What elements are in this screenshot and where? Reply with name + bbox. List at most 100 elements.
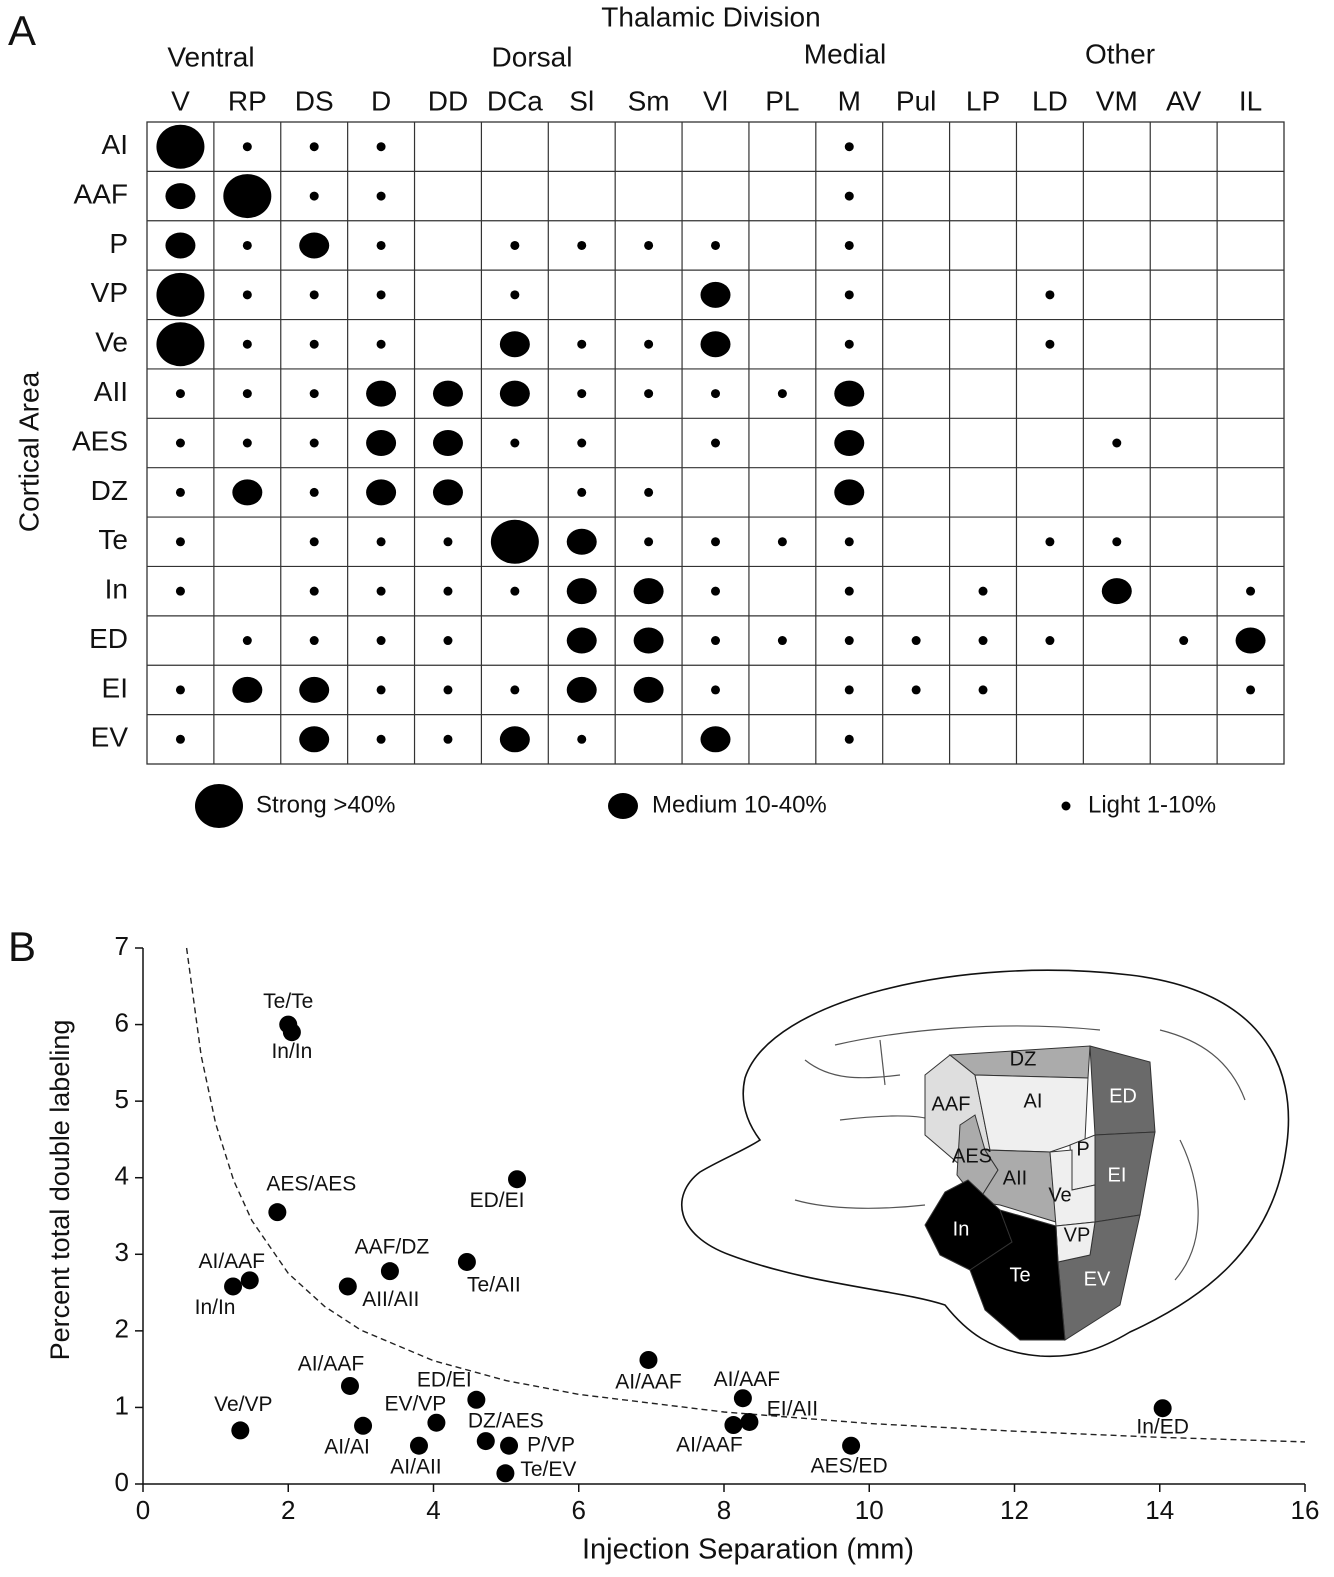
data-point bbox=[381, 1262, 399, 1280]
bubble bbox=[845, 685, 854, 694]
point-label: In/In bbox=[195, 1296, 236, 1319]
bubble bbox=[979, 685, 988, 694]
bubble bbox=[711, 389, 720, 398]
data-point bbox=[842, 1437, 860, 1455]
bubble bbox=[778, 537, 787, 546]
data-point bbox=[1154, 1399, 1172, 1417]
bubble bbox=[310, 340, 319, 349]
bubble bbox=[377, 290, 386, 299]
bubble bbox=[567, 628, 597, 654]
title: Thalamic Division bbox=[601, 1, 820, 32]
bubble bbox=[443, 735, 452, 744]
point-label: AI/AAF bbox=[298, 1353, 365, 1376]
data-point bbox=[231, 1421, 249, 1439]
bubble bbox=[979, 636, 988, 645]
group-label: Dorsal bbox=[492, 41, 573, 72]
bubble bbox=[979, 587, 988, 596]
bubble bbox=[310, 439, 319, 448]
bubble bbox=[644, 537, 653, 546]
bubble bbox=[491, 520, 539, 564]
bubble bbox=[176, 587, 185, 596]
x-tick-label: 6 bbox=[572, 1495, 586, 1525]
x-tick-label: 14 bbox=[1145, 1495, 1174, 1525]
column-label: Pul bbox=[896, 85, 936, 116]
bubble bbox=[644, 241, 653, 250]
point-label: Ve/VP bbox=[214, 1393, 272, 1416]
x-tick-label: 10 bbox=[855, 1495, 884, 1525]
row-label: ED bbox=[89, 623, 128, 654]
bubble bbox=[634, 628, 664, 654]
point-label: DZ/AES bbox=[468, 1410, 544, 1433]
row-label: P bbox=[109, 228, 128, 259]
figure: DZAAFAIEDPAESAIIEIVeInVPTeEV AThalamic D… bbox=[0, 0, 1334, 1572]
bubble bbox=[510, 587, 519, 596]
data-point bbox=[427, 1414, 445, 1432]
x-tick-label: 16 bbox=[1291, 1495, 1320, 1525]
bubble bbox=[634, 578, 664, 604]
bubble bbox=[1236, 628, 1266, 654]
bubble bbox=[1045, 340, 1054, 349]
data-point bbox=[496, 1464, 514, 1482]
bubble bbox=[634, 677, 664, 703]
y-tick-label: 6 bbox=[115, 1007, 129, 1037]
bubble bbox=[176, 439, 185, 448]
column-label: Vl bbox=[703, 85, 728, 116]
row-label: Te bbox=[98, 524, 128, 555]
point-label: Te/Te bbox=[263, 990, 313, 1013]
bubble bbox=[510, 439, 519, 448]
region-label: Ve bbox=[1048, 1184, 1071, 1206]
bubble bbox=[377, 587, 386, 596]
legend-swatch bbox=[608, 793, 638, 819]
bubble bbox=[232, 479, 262, 505]
bubble bbox=[510, 685, 519, 694]
bubble bbox=[243, 340, 252, 349]
data-point bbox=[740, 1413, 758, 1431]
bubble bbox=[443, 587, 452, 596]
bubble bbox=[711, 241, 720, 250]
bubble bbox=[711, 587, 720, 596]
bubble bbox=[310, 537, 319, 546]
bubble bbox=[834, 430, 864, 456]
region-label: EV bbox=[1084, 1268, 1111, 1290]
bubble bbox=[243, 142, 252, 151]
data-point bbox=[467, 1391, 485, 1409]
axis-label: Cortical Area bbox=[13, 371, 44, 532]
bubble bbox=[176, 389, 185, 398]
region-label: In bbox=[953, 1218, 970, 1240]
point-label: P/VP bbox=[527, 1433, 575, 1456]
legend-swatch bbox=[1062, 802, 1071, 811]
data-point bbox=[508, 1170, 526, 1188]
bubble bbox=[500, 331, 530, 357]
row-label: AII bbox=[94, 376, 128, 407]
row-label: In bbox=[105, 574, 128, 605]
column-label: M bbox=[838, 85, 861, 116]
bubble bbox=[577, 735, 586, 744]
data-point bbox=[341, 1377, 359, 1395]
panel-letter: A bbox=[8, 7, 36, 54]
group-label: Other bbox=[1085, 38, 1155, 69]
bubble bbox=[165, 183, 195, 209]
bubble bbox=[778, 636, 787, 645]
bubble bbox=[711, 439, 720, 448]
point-label: AES/ED bbox=[811, 1454, 888, 1477]
y-tick-label: 5 bbox=[115, 1084, 129, 1114]
bubble bbox=[366, 430, 396, 456]
point-label: AI/AI bbox=[324, 1435, 370, 1458]
data-point bbox=[639, 1351, 657, 1369]
bubble bbox=[701, 331, 731, 357]
bubble bbox=[377, 685, 386, 694]
bubble bbox=[433, 479, 463, 505]
bubble bbox=[845, 340, 854, 349]
bubble bbox=[778, 389, 787, 398]
bubble bbox=[845, 636, 854, 645]
bubble bbox=[243, 636, 252, 645]
bubble bbox=[701, 726, 731, 752]
bubble bbox=[711, 537, 720, 546]
column-label: Sm bbox=[628, 85, 670, 116]
bubble bbox=[377, 192, 386, 201]
page: {"chart_data": [ {"type": "bubble-grid",… bbox=[0, 0, 1334, 1572]
legend-label: Light 1-10% bbox=[1088, 791, 1216, 818]
bubble bbox=[567, 578, 597, 604]
region-label: VP bbox=[1064, 1224, 1091, 1246]
bubble bbox=[243, 241, 252, 250]
